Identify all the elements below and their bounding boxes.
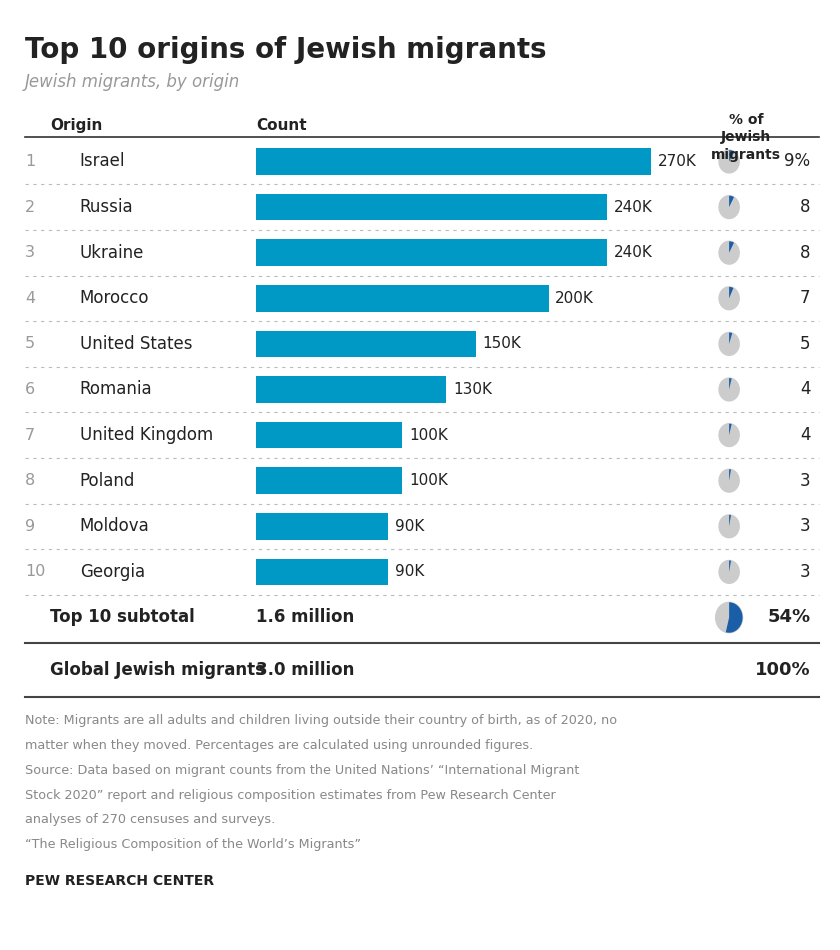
Text: 150K: 150K [482, 336, 521, 351]
Text: 3: 3 [800, 472, 811, 489]
Bar [256, 148, 651, 175]
Text: Morocco: Morocco [80, 290, 150, 307]
Text: 9%: 9% [785, 153, 811, 170]
Text: 4: 4 [801, 381, 811, 398]
Text: Stock 2020” report and religious composition estimates from Pew Research Center: Stock 2020” report and religious composi… [25, 788, 556, 802]
Circle shape [719, 378, 739, 401]
Text: Poland: Poland [80, 472, 135, 489]
Text: Source: Data based on migrant counts from the United Nations’ “International Mig: Source: Data based on migrant counts fro… [25, 764, 580, 777]
Text: 1: 1 [25, 154, 35, 169]
Circle shape [719, 332, 739, 355]
Text: 90K: 90K [395, 564, 424, 580]
Wedge shape [729, 150, 734, 162]
Bar [256, 422, 402, 448]
Text: Top 10 subtotal: Top 10 subtotal [50, 609, 195, 626]
Text: Count: Count [256, 118, 307, 133]
Circle shape [719, 287, 739, 310]
Text: Israel: Israel [80, 153, 125, 170]
Wedge shape [729, 332, 732, 344]
Text: % of
Jewish
migrants: % of Jewish migrants [711, 113, 781, 162]
Text: 100%: 100% [755, 661, 811, 679]
Wedge shape [729, 469, 731, 481]
Text: 5: 5 [25, 336, 35, 351]
Circle shape [719, 241, 739, 264]
Text: “The Religious Composition of the World’s Migrants”: “The Religious Composition of the World’… [25, 838, 361, 851]
Text: 200K: 200K [555, 291, 594, 306]
Text: Ukraine: Ukraine [80, 244, 144, 261]
Text: analyses of 270 censuses and surveys.: analyses of 270 censuses and surveys. [25, 813, 276, 826]
Text: Top 10 origins of Jewish migrants: Top 10 origins of Jewish migrants [25, 36, 547, 64]
Bar [256, 513, 388, 540]
Wedge shape [726, 602, 743, 633]
Wedge shape [729, 515, 731, 526]
Text: 3: 3 [800, 563, 811, 580]
Text: Global Jewish migrants: Global Jewish migrants [50, 661, 265, 679]
Circle shape [719, 424, 739, 446]
Text: matter when they moved. Percentages are calculated using unrounded figures.: matter when they moved. Percentages are … [25, 739, 533, 752]
Text: 240K: 240K [614, 245, 653, 260]
Text: 8: 8 [801, 244, 811, 261]
Text: 4: 4 [25, 291, 35, 306]
Text: 3: 3 [25, 245, 35, 260]
Wedge shape [729, 560, 731, 572]
Text: 90K: 90K [395, 519, 424, 534]
Bar [256, 559, 388, 585]
Circle shape [719, 196, 739, 218]
Text: Romania: Romania [80, 381, 152, 398]
Text: 8: 8 [25, 473, 35, 488]
Circle shape [719, 469, 739, 492]
Text: 270K: 270K [658, 154, 696, 169]
Wedge shape [729, 241, 734, 253]
Circle shape [719, 515, 739, 538]
Circle shape [719, 560, 739, 583]
Text: 6: 6 [25, 382, 35, 397]
Text: Jewish migrants, by origin: Jewish migrants, by origin [25, 73, 240, 91]
Text: PEW RESEARCH CENTER: PEW RESEARCH CENTER [25, 874, 214, 888]
Bar [256, 331, 475, 357]
Text: 9: 9 [25, 519, 35, 534]
Text: 3.0 million: 3.0 million [256, 661, 354, 679]
Wedge shape [729, 287, 733, 298]
Text: 2: 2 [25, 200, 35, 215]
Text: 10: 10 [25, 564, 45, 580]
Text: United States: United States [80, 335, 192, 352]
Text: 100K: 100K [409, 473, 448, 488]
Text: Note: Migrants are all adults and children living outside their country of birth: Note: Migrants are all adults and childr… [25, 714, 617, 728]
Text: 3: 3 [800, 518, 811, 535]
Text: 1.6 million: 1.6 million [256, 609, 354, 626]
Text: United Kingdom: United Kingdom [80, 427, 213, 444]
Text: Georgia: Georgia [80, 563, 145, 580]
Wedge shape [729, 196, 734, 207]
Text: 7: 7 [801, 290, 811, 307]
Wedge shape [729, 424, 732, 435]
Text: 5: 5 [801, 335, 811, 352]
Bar [256, 239, 607, 266]
Wedge shape [729, 378, 732, 390]
Bar [256, 194, 607, 220]
Text: Moldova: Moldova [80, 518, 150, 535]
Circle shape [719, 150, 739, 173]
Text: 130K: 130K [453, 382, 492, 397]
Bar [256, 285, 549, 312]
Text: 4: 4 [801, 427, 811, 444]
Text: 54%: 54% [768, 609, 811, 626]
Text: 8: 8 [801, 199, 811, 216]
Text: 100K: 100K [409, 428, 448, 443]
Text: Origin: Origin [50, 118, 102, 133]
Bar [256, 376, 446, 403]
Text: 240K: 240K [614, 200, 653, 215]
Circle shape [716, 602, 743, 633]
Text: 7: 7 [25, 428, 35, 443]
Bar [256, 467, 402, 494]
Text: Russia: Russia [80, 199, 134, 216]
